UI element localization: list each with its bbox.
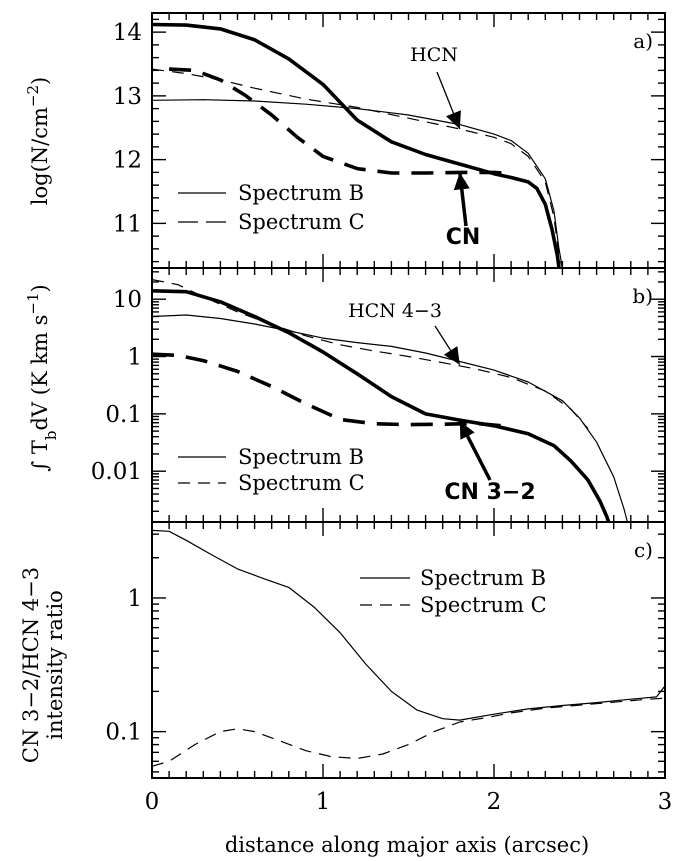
annotation-arrowhead [443,346,460,365]
annotation-arrowhead [459,421,475,440]
annotation-label: HCN [410,44,458,66]
y-axis-label-c-line1: CN 3−2/HCN 4−3 [19,567,43,763]
y-tick-label: 1 [127,586,142,612]
y-axis-label-b: ∫ TbdV (K km s−1) [24,284,60,472]
x-tick-label: 3 [658,789,673,815]
y-axis-label-a: log(N/cm−2) [24,77,52,205]
y-tick-label: 0.1 [105,720,142,746]
series-group [152,22,563,268]
panel-a: 11 12 13 14 a) Spectrum B Spectrum C HCN CN [113,12,666,269]
panel-c: 0.1 1 0 1 2 3 c) Spectrum B Spectrum C [105,521,673,815]
series-group [152,529,665,767]
annotation-label: CN [446,225,481,250]
series-line-hcn-spectrum-b [152,99,563,268]
annotation-arrowhead [453,172,470,191]
y-tick-label: 10 [113,287,142,313]
x-tick-label: 2 [487,789,502,815]
series-group [152,279,628,522]
series-line-hcn-4-3-spectrum-b [152,314,628,522]
y-tick-label: 1 [127,345,142,371]
x-tick-label: 1 [316,789,331,815]
y-tick-label: 0.1 [105,402,142,428]
x-tick-label: 0 [145,789,160,815]
y-tick-label: 11 [113,211,142,237]
panel-label: b) [632,284,653,308]
panel-frame [151,521,666,779]
y-axis-label-c-line2: intensity ratio [43,590,67,739]
annotation-label: CN 3−2 [444,480,535,505]
legend-label: Spectrum B [420,566,546,590]
y-tick-label: 12 [113,148,142,174]
panel-label: a) [633,29,653,53]
legend-label: Spectrum C [238,210,365,234]
legend-label: Spectrum B [238,445,364,469]
annotation-arrowhead [446,110,461,130]
series-line-cn-3-2-spectrum-b [152,289,611,522]
x-axis-label: distance along major axis (arcsec) [225,833,589,857]
panel-label: c) [634,538,653,562]
legend-label: Spectrum C [238,471,365,495]
legend-label: Spectrum B [238,181,364,205]
series-line-hcn-spectrum-c [152,68,563,268]
panel-frame [151,12,666,269]
y-tick-label: 14 [113,20,142,46]
series-line-ratio-spectrum-b [152,529,665,721]
legend-label: Spectrum C [420,593,547,617]
y-tick-label: 0.01 [91,459,142,485]
series-line-ratio-spectrum-c [152,697,665,767]
y-axis-labels: log(N/cm−2) ∫ TbdV (K km s−1) CN 3−2/HCN 4… [19,77,67,763]
annotation-label: HCN 4−3 [348,300,442,322]
series-line-cn-spectrum-b [152,22,561,268]
series-line-cn-3-2-spectrum-c [152,352,512,429]
y-tick-label: 13 [113,84,142,110]
